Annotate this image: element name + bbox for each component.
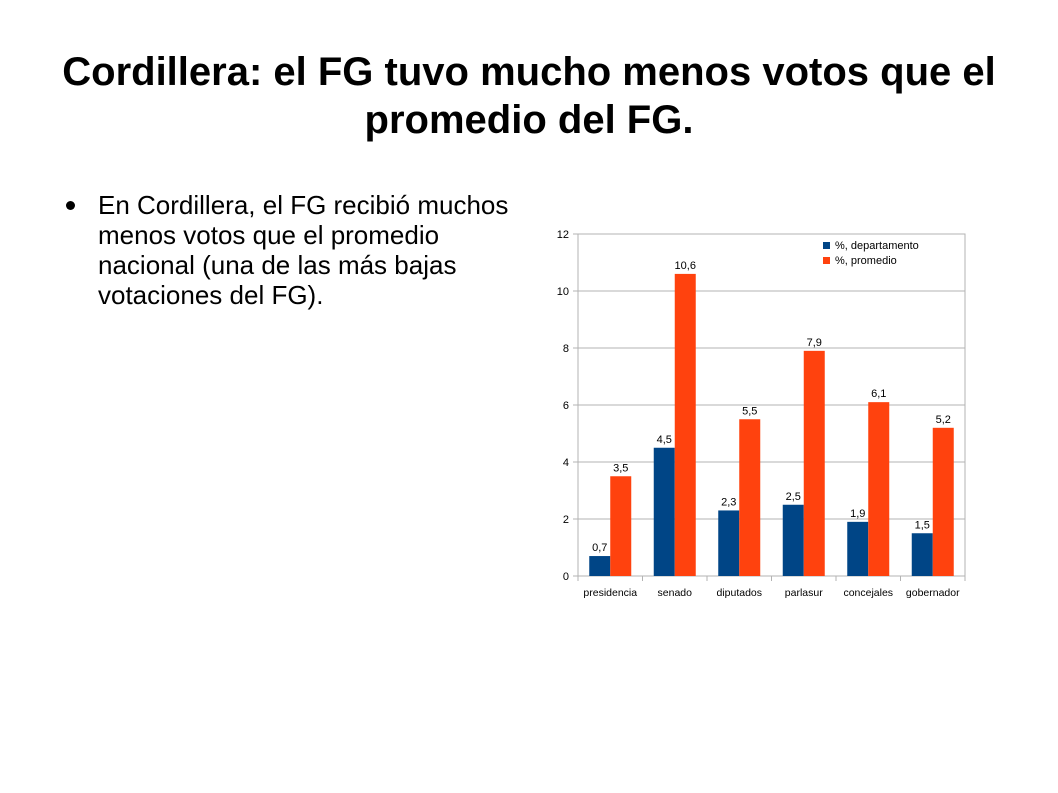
y-tick-label: 12 bbox=[557, 229, 569, 241]
y-tick-label: 10 bbox=[557, 286, 569, 298]
bar-promedio bbox=[739, 419, 761, 576]
legend-swatch bbox=[823, 257, 830, 264]
data-label: 1,9 bbox=[850, 508, 865, 520]
data-label: 5,2 bbox=[936, 414, 951, 426]
data-label: 0,7 bbox=[592, 542, 607, 554]
x-tick-label: senado bbox=[658, 587, 693, 599]
data-label: 4,5 bbox=[657, 434, 672, 446]
bullet-text: En Cordillera, el FG recibió muchos meno… bbox=[98, 190, 509, 310]
bar-departamento bbox=[911, 533, 933, 576]
bar-chart: 0 2 4 6 8 10 12 presidencia senado diputados parla… bbox=[557, 229, 966, 599]
data-label: 2,3 bbox=[721, 496, 736, 508]
legend-label: %, promedio bbox=[835, 255, 897, 267]
bar-promedio bbox=[803, 350, 825, 576]
bar-promedio bbox=[610, 476, 632, 576]
x-tick-label: gobernador bbox=[906, 587, 960, 599]
y-tick-label: 0 bbox=[563, 571, 569, 583]
bar-departamento bbox=[589, 556, 611, 576]
bullet-dot-icon bbox=[66, 201, 75, 210]
y-tick-label: 8 bbox=[563, 343, 569, 355]
data-label: 6,1 bbox=[871, 388, 886, 400]
legend-swatch bbox=[823, 242, 830, 249]
bar-promedio bbox=[868, 402, 890, 576]
y-tick-label: 2 bbox=[563, 514, 569, 526]
bar-promedio bbox=[674, 273, 696, 576]
bar-departamento bbox=[718, 510, 740, 576]
bar-departamento bbox=[847, 521, 869, 576]
x-tick-label: diputados bbox=[716, 587, 762, 599]
bullet-item: En Cordillera, el FG recibió muchos meno… bbox=[62, 190, 512, 310]
x-tick-label: parlasur bbox=[785, 587, 823, 599]
data-label: 3,5 bbox=[613, 462, 628, 474]
slide-title: Cordillera: el FG tuvo mucho menos votos… bbox=[62, 50, 996, 142]
legend-label: %, departamento bbox=[835, 240, 919, 252]
bar-promedio bbox=[932, 427, 954, 576]
data-label: 10,6 bbox=[675, 260, 696, 272]
y-tick-label: 4 bbox=[563, 457, 569, 469]
y-tick-label: 6 bbox=[563, 400, 569, 412]
x-tick-label: presidencia bbox=[583, 587, 637, 599]
data-label: 1,5 bbox=[915, 519, 930, 531]
bar-departamento bbox=[653, 447, 675, 576]
x-tick-label: concejales bbox=[843, 587, 893, 599]
bullet-list: En Cordillera, el FG recibió muchos meno… bbox=[62, 190, 512, 310]
data-label: 5,5 bbox=[742, 405, 757, 417]
data-label: 7,9 bbox=[807, 337, 822, 349]
bar-departamento bbox=[782, 504, 804, 576]
data-label: 2,5 bbox=[786, 491, 801, 503]
